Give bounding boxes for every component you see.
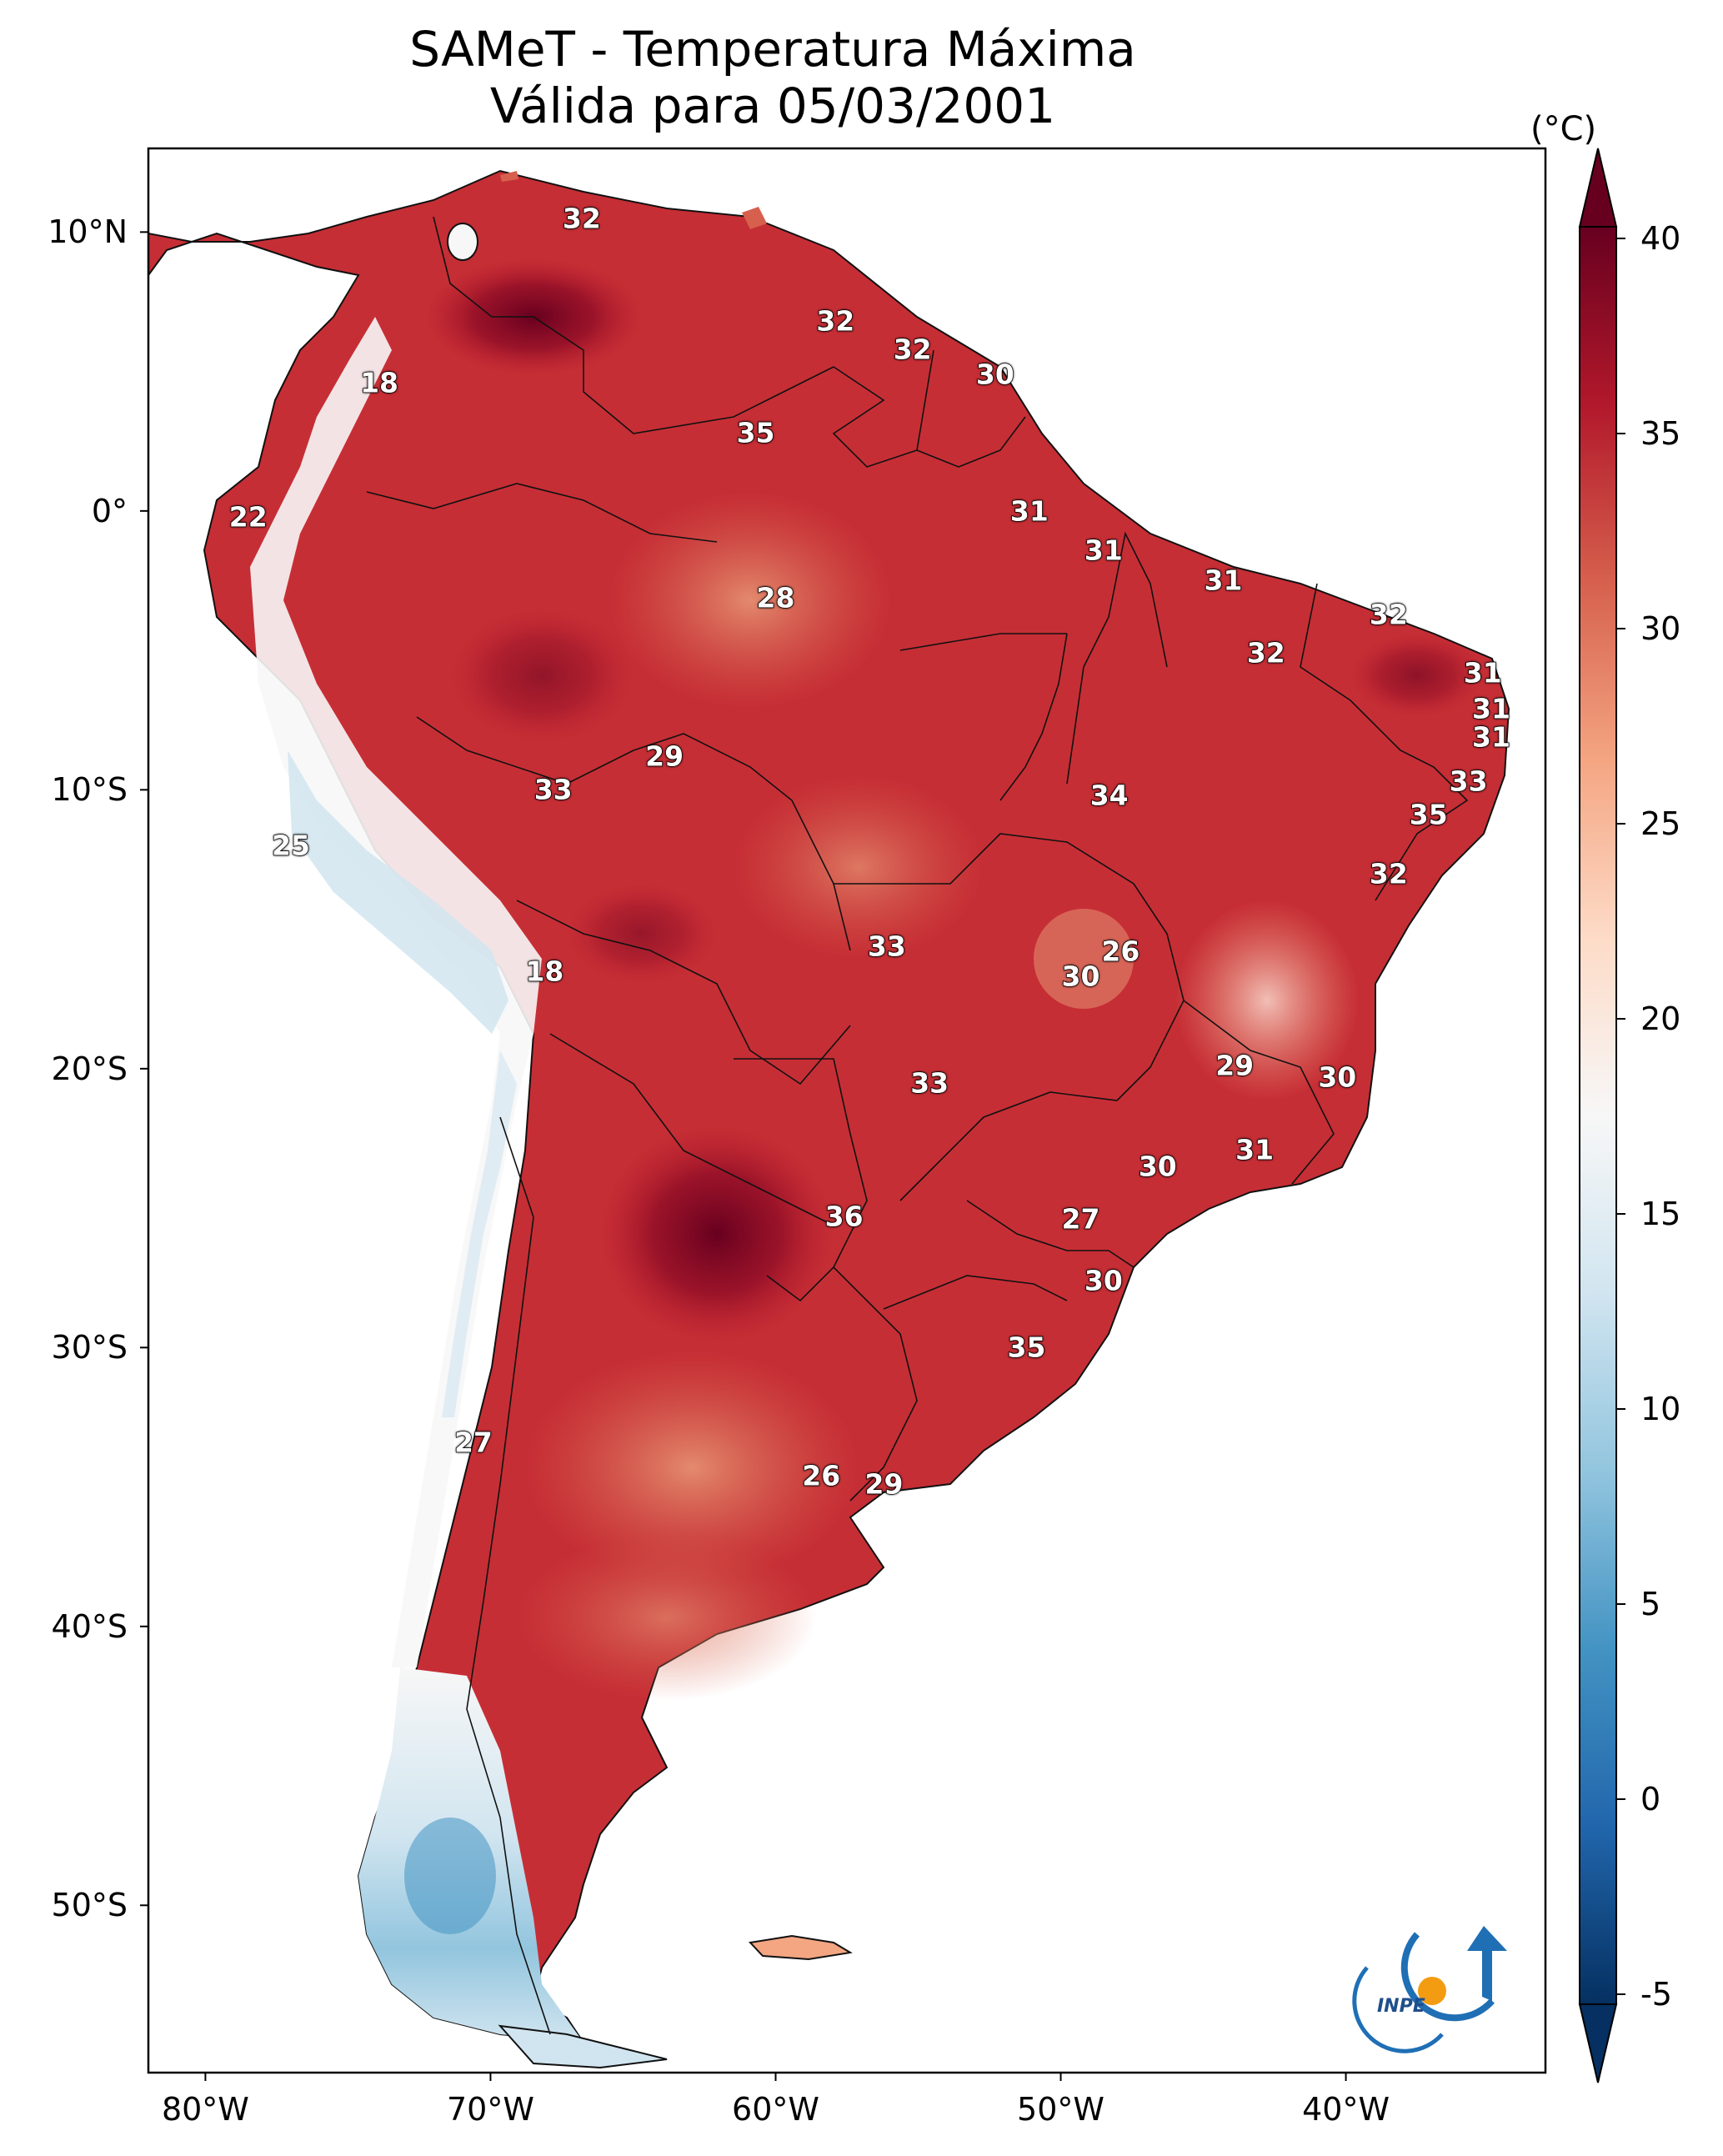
colorbar-extend-max <box>1578 148 1618 228</box>
lat-tick-label: 10°S <box>51 771 128 809</box>
colorbar-tick-label: 5 <box>1640 1586 1661 1622</box>
lat-tick-label: 10°N <box>48 213 128 251</box>
city-temperature-label: 26 <box>802 1459 841 1492</box>
colorbar-extend-min <box>1578 2003 1618 2083</box>
city-temperature-label: 32 <box>816 304 855 338</box>
colorbar-tick-label: 25 <box>1640 805 1681 842</box>
continent-landmass <box>148 169 1510 2044</box>
city-temperature-label: 36 <box>824 1200 864 1233</box>
mild-area-goias <box>1034 909 1134 1009</box>
colorbar-unit: (°C) <box>1530 110 1597 148</box>
lat-tick-label: 30°S <box>51 1329 128 1366</box>
lake-maracaibo <box>447 223 478 261</box>
colorbar-tick-label: 10 <box>1640 1391 1681 1427</box>
heat-core-amazon-west <box>450 609 634 742</box>
chart-title: SAMeT - Temperatura Máxima <box>409 21 1136 78</box>
warm-area-amazon <box>609 492 892 709</box>
curacao <box>500 171 518 182</box>
city-temperature-label: 31 <box>1471 720 1510 754</box>
colorbar-gradient <box>1579 226 1617 2005</box>
colorbar-tick-label: 20 <box>1640 1000 1681 1037</box>
city-temperature-label: 31 <box>1009 494 1049 528</box>
city-temperature-label: 33 <box>533 773 573 806</box>
heat-core-bolivia <box>567 884 717 984</box>
city-temperature-label: 29 <box>864 1467 904 1501</box>
city-temperature-label: 27 <box>453 1426 493 1459</box>
city-temperature-label: 22 <box>228 499 268 534</box>
city-temperature-label: 31 <box>1084 533 1123 567</box>
city-temperature-label: 28 <box>756 580 795 614</box>
colorbar-tick-label: 30 <box>1640 610 1681 647</box>
mild-area-minas <box>1175 900 1359 1101</box>
lat-tick-label: 20°S <box>51 1050 128 1087</box>
city-temperature-label: 26 <box>1101 935 1140 968</box>
longitude-tick-marks <box>204 2073 1347 2081</box>
colorbar-tick-label: -5 <box>1640 1976 1672 2013</box>
city-temperature-label: 35 <box>1409 798 1448 831</box>
country-borders <box>366 216 1469 2035</box>
andes-cold-core-south <box>442 1050 517 1417</box>
city-temperature-label: 31 <box>1471 692 1510 725</box>
city-temperature-label: 29 <box>644 740 684 773</box>
city-temperature-label: 32 <box>1369 856 1408 890</box>
city-temperature-label: 18 <box>359 366 399 399</box>
city-temperature-label: 33 <box>1449 765 1488 798</box>
city-temperature-label: 31 <box>1235 1133 1275 1166</box>
city-temperature-label: 32 <box>562 201 601 235</box>
inpe-logo-text: INPE <box>1377 1996 1425 2017</box>
patagonia-cold-core <box>404 1818 496 1934</box>
lon-tick-label: 80°W <box>161 2091 249 2128</box>
colorbar-tick-label: 0 <box>1640 1781 1661 1818</box>
falkland-islands <box>748 1934 853 1961</box>
lon-tick-label: 50°W <box>1017 2091 1104 2128</box>
inpe-logo <box>1352 1926 1507 2053</box>
colorbar <box>1578 148 1625 2083</box>
andes-cold-core <box>288 750 508 1034</box>
city-temperature-label: 30 <box>1318 1060 1357 1094</box>
city-temperature-label: 31 <box>1204 564 1243 597</box>
latitude-tick-marks <box>140 231 148 1907</box>
city-temperature-label: 30 <box>1061 960 1100 993</box>
city-temperature-label: 32 <box>1246 636 1285 669</box>
colorbar-tick-label: 35 <box>1640 415 1681 452</box>
chart-subtitle: Válida para 05/03/2001 <box>489 78 1056 134</box>
city-temperature-label: 35 <box>1007 1331 1046 1364</box>
tierra-del-fuego <box>498 2024 668 2069</box>
city-temperature-label: 33 <box>910 1065 949 1100</box>
city-temperature-label: 29 <box>1215 1049 1255 1082</box>
warm-area-pampas <box>525 1351 859 1584</box>
heat-core-chaco <box>600 1126 834 1342</box>
temperature-field <box>148 169 1510 2069</box>
colorbar-tick-label: 40 <box>1640 220 1681 257</box>
city-temperature-label: 31 <box>1463 656 1502 689</box>
city-temperature-label: 18 <box>525 955 564 988</box>
map-frame <box>147 147 1547 2074</box>
colorbar-tick-label: 15 <box>1640 1196 1681 1232</box>
city-temperature-label: 35 <box>736 416 775 449</box>
city-temperature-label: 30 <box>1138 1150 1177 1183</box>
heat-core-northeast <box>1350 634 1484 717</box>
lon-tick-label: 60°W <box>732 2091 819 2128</box>
city-temperature-label: 32 <box>1369 597 1408 631</box>
warm-area-mato-grosso <box>734 775 984 959</box>
city-temperature-label: 34 <box>1089 779 1129 812</box>
city-temperature-label: 30 <box>1084 1264 1123 1297</box>
lon-tick-label: 40°W <box>1302 2091 1390 2128</box>
city-temperature-label: 27 <box>1061 1202 1100 1236</box>
city-temperature-label: 32 <box>893 333 932 366</box>
city-temperature-label: 30 <box>975 358 1014 391</box>
city-temperature-label: 25 <box>271 829 310 862</box>
lat-tick-label: 0° <box>91 492 128 529</box>
lon-tick-label: 70°W <box>446 2091 534 2128</box>
lat-tick-label: 40°S <box>51 1607 128 1645</box>
andes-cool-belt <box>250 317 542 1667</box>
trinidad <box>742 207 767 229</box>
city-temperature-label: 33 <box>867 929 906 963</box>
warm-area-patagonia-north <box>517 1534 817 1701</box>
colorbar-tick-marks <box>1616 238 1625 1995</box>
lat-tick-label: 50°S <box>51 1887 128 1924</box>
